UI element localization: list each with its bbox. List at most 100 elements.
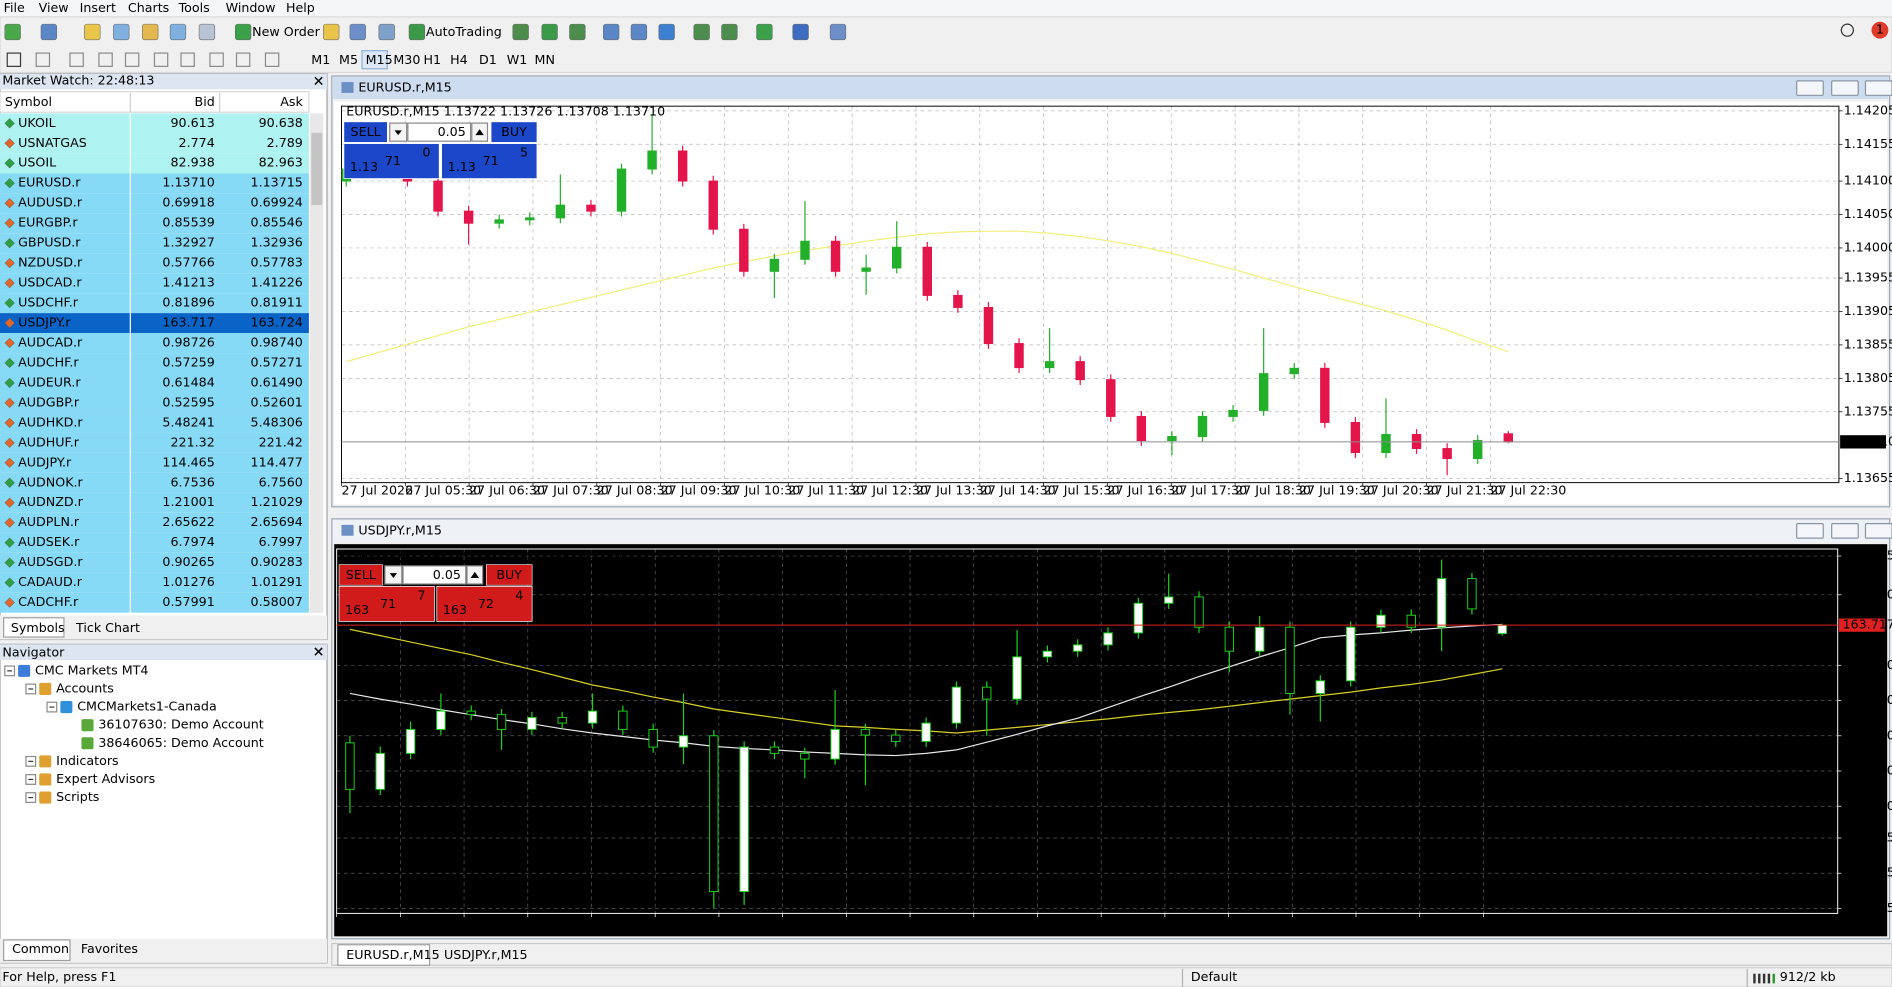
tool-icon[interactable] — [6, 52, 22, 67]
row-background[interactable] — [0, 472, 309, 493]
notification-badge[interactable] — [1871, 21, 1889, 39]
lot-value[interactable]: 0.05 — [433, 567, 461, 582]
lot-value[interactable]: 0.05 — [438, 124, 466, 139]
button-label[interactable]: New Order — [252, 24, 320, 39]
tree-label[interactable]: 38646065: Demo Account — [98, 735, 263, 750]
window-button[interactable] — [1831, 523, 1859, 539]
tree-label[interactable]: CMCMarkets1-Canada — [77, 699, 216, 714]
window-button[interactable] — [1796, 80, 1824, 96]
toolbar-icon[interactable] — [721, 23, 738, 41]
toolbar-icon[interactable] — [630, 23, 648, 41]
tab-label[interactable]: Favorites — [81, 941, 138, 956]
window-tab-label[interactable]: EURUSD.r,M15 — [346, 947, 439, 962]
toolbar-icon[interactable] — [323, 23, 340, 41]
tab-label[interactable]: Tick Chart — [75, 620, 140, 635]
button-label[interactable]: AutoTrading — [426, 24, 502, 39]
row-background[interactable] — [0, 373, 309, 393]
panel-close[interactable] — [314, 76, 323, 85]
window-button[interactable] — [1864, 523, 1892, 539]
toolbar-icon[interactable] — [198, 23, 216, 41]
toolbar-icon[interactable] — [756, 23, 773, 41]
row-background[interactable] — [0, 273, 309, 294]
tree-label[interactable]: Scripts — [56, 789, 99, 804]
tab-label[interactable]: Symbols — [11, 620, 65, 635]
menu-item[interactable]: Tools — [178, 0, 210, 15]
window-button[interactable] — [1864, 80, 1892, 96]
row-background[interactable] — [0, 313, 309, 334]
toolbar-icon[interactable] — [378, 23, 395, 41]
timeframe-label[interactable]: M15 — [366, 52, 393, 67]
row-background[interactable] — [0, 552, 309, 573]
search-icon[interactable] — [1840, 23, 1854, 37]
timeframe-label[interactable]: H1 — [424, 52, 442, 67]
tool-icon[interactable] — [153, 52, 169, 67]
row-background[interactable] — [0, 113, 309, 134]
buy-button[interactable] — [485, 564, 533, 586]
tool-icon[interactable] — [69, 52, 84, 67]
buy-label[interactable]: BUY — [501, 124, 527, 139]
row-background[interactable] — [0, 512, 309, 533]
menu-item[interactable]: Help — [286, 0, 315, 15]
toolbar-icon[interactable] — [792, 23, 809, 41]
tree-label[interactable]: 36107630: Demo Account — [98, 717, 263, 732]
row-background[interactable] — [0, 452, 309, 473]
row-background[interactable] — [0, 293, 309, 314]
lot-input[interactable] — [407, 122, 472, 142]
row-background[interactable] — [0, 592, 309, 613]
row-background[interactable] — [0, 133, 309, 154]
tree-label[interactable]: Indicators — [56, 753, 119, 768]
bid-price-box[interactable] — [338, 586, 435, 622]
tool-icon[interactable] — [264, 52, 280, 67]
timeframe-label[interactable]: W1 — [507, 52, 528, 67]
timeframe-label[interactable]: H4 — [450, 52, 468, 67]
toolbar-icon[interactable] — [541, 23, 558, 41]
tool-icon[interactable] — [209, 52, 224, 67]
sell-button[interactable] — [338, 564, 383, 586]
toolbar-icon[interactable] — [40, 23, 58, 41]
toolbar-icon[interactable] — [349, 23, 366, 41]
panel-close[interactable] — [314, 647, 323, 656]
window-button[interactable] — [1796, 523, 1824, 539]
row-background[interactable] — [0, 432, 309, 453]
toolbar-icon[interactable] — [658, 23, 675, 41]
buy-button[interactable] — [490, 121, 538, 143]
tree-label[interactable]: Expert Advisors — [56, 771, 155, 786]
tab-label[interactable]: Common — [12, 941, 69, 956]
row-background[interactable] — [0, 193, 309, 214]
toolbar-icon[interactable] — [408, 23, 426, 41]
row-background[interactable] — [0, 353, 309, 374]
tool-icon[interactable] — [124, 52, 140, 67]
toolbar-icon[interactable] — [603, 23, 620, 41]
row-background[interactable] — [0, 532, 309, 553]
menu-item[interactable]: File — [4, 0, 25, 15]
window-button[interactable] — [1831, 80, 1859, 96]
row-background[interactable] — [0, 153, 309, 174]
row-background[interactable] — [0, 233, 309, 254]
row-background[interactable] — [0, 173, 309, 194]
bid-price-box[interactable] — [343, 143, 440, 179]
sell-label[interactable]: SELL — [351, 124, 381, 139]
menu-item[interactable]: View — [39, 0, 69, 15]
tool-icon[interactable] — [180, 52, 195, 67]
row-background[interactable] — [0, 572, 309, 593]
toolbar-icon[interactable] — [84, 23, 101, 41]
row-background[interactable] — [0, 412, 309, 433]
toolbar-icon[interactable] — [234, 23, 252, 41]
toolbar-icon[interactable] — [512, 23, 529, 41]
row-background[interactable] — [0, 253, 309, 274]
ask-price-box[interactable] — [436, 586, 533, 622]
toolbar-icon[interactable] — [829, 23, 847, 41]
buy-label[interactable]: BUY — [496, 567, 522, 582]
lot-input[interactable] — [402, 565, 467, 585]
tool-icon[interactable] — [98, 52, 113, 67]
sell-button[interactable] — [343, 121, 388, 143]
toolbar-icon[interactable] — [569, 23, 586, 41]
timeframe-label[interactable]: M5 — [339, 52, 358, 67]
timeframe-label[interactable]: M1 — [311, 52, 330, 67]
row-background[interactable] — [0, 492, 309, 513]
sell-label[interactable]: SELL — [346, 567, 376, 582]
window-tab-label[interactable]: USDJPY.r,M15 — [444, 947, 528, 962]
menu-item[interactable]: Charts — [128, 0, 169, 15]
row-background[interactable] — [0, 392, 309, 413]
toolbar-icon[interactable] — [169, 23, 187, 41]
